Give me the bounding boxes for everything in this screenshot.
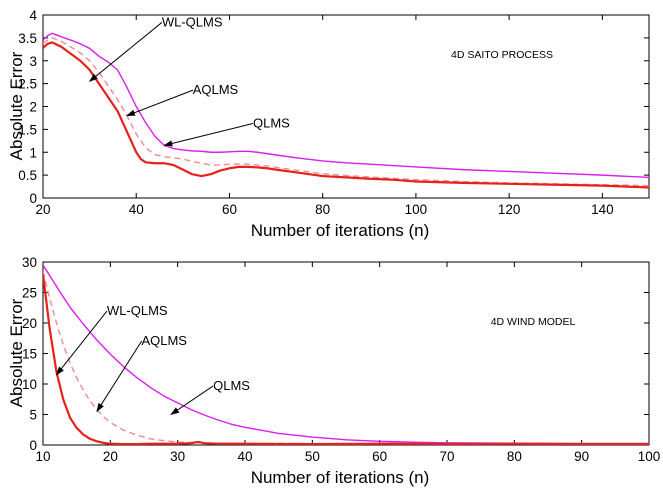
series-line-aqlms xyxy=(43,37,649,187)
annotation-arrow xyxy=(55,310,108,376)
series-line-wl-qlms xyxy=(43,41,649,189)
x-tick-label: 90 xyxy=(574,449,589,464)
x-tick-label: 70 xyxy=(439,449,454,464)
x-axis-title: Number of iterations (n) xyxy=(251,468,430,487)
annotation-arrow xyxy=(170,385,214,416)
annotation-label: QLMS xyxy=(213,378,250,393)
x-tick-label: 80 xyxy=(507,449,522,464)
y-tick-label: 1.5 xyxy=(18,122,37,137)
process-label: 4D SAITO PROCESS xyxy=(451,49,553,61)
annotation-label: WL-QLMS xyxy=(162,14,223,29)
x-tick-label: 60 xyxy=(372,449,387,464)
wind-model-chart: 10 20 30 40 50 60 70 80 90 100 0 5 10 15 20 25 30 Number … xyxy=(7,255,660,487)
x-tick-label: 140 xyxy=(591,202,614,217)
annotation-label: WL-QLMS xyxy=(107,303,168,318)
y-tick-label: 10 xyxy=(22,377,37,392)
annotation-label: AQLMS xyxy=(141,333,187,348)
x-tick-label: 60 xyxy=(222,202,237,217)
series-line-aqlms xyxy=(43,270,649,445)
y-tick-label: 3 xyxy=(29,54,37,69)
y-axis-title: Absolute Error xyxy=(7,298,26,407)
x-tick-label: 100 xyxy=(638,449,661,464)
y-tick-label: 0 xyxy=(29,438,37,453)
y-tick-label: 2 xyxy=(29,100,37,115)
y-tick-label: 4 xyxy=(29,8,37,23)
x-axis-title: Number of iterations (n) xyxy=(251,221,430,240)
plot-frame xyxy=(42,14,650,199)
annotation-arrow xyxy=(163,123,253,147)
annotation-arrow xyxy=(96,340,143,413)
x-tick-label: 50 xyxy=(305,449,320,464)
x-tick-label: 20 xyxy=(103,449,118,464)
series-line-qlms xyxy=(43,264,649,445)
y-tick-label: 20 xyxy=(22,316,37,331)
y-tick-label: 0.5 xyxy=(18,168,37,183)
x-tick-label: 30 xyxy=(170,449,185,464)
saito-process-chart: 20 40 60 80 100 120 140 0 0.5 1 1.5 2 2.5 3 3.5 4 Number… xyxy=(7,8,650,240)
y-tick-label: 5 xyxy=(29,408,37,423)
x-tick-label: 100 xyxy=(405,202,428,217)
y-tick-label: 30 xyxy=(22,255,37,270)
annotation-label: AQLMS xyxy=(193,82,239,97)
x-tick-label: 10 xyxy=(35,449,50,464)
process-label: 4D WIND MODEL xyxy=(491,316,576,328)
y-tick-label: 3.5 xyxy=(18,31,37,46)
annotation-arrow xyxy=(126,89,194,117)
y-tick-label: 0 xyxy=(29,191,37,206)
annotation-arrow xyxy=(88,22,163,82)
y-tick-label: 15 xyxy=(22,347,37,362)
x-tick-label: 120 xyxy=(498,202,521,217)
y-tick-label: 1 xyxy=(29,145,37,160)
series-group xyxy=(43,32,649,189)
x-tick-label: 40 xyxy=(237,449,252,464)
series-group xyxy=(43,264,649,445)
series-line-wl-qlms xyxy=(43,274,649,445)
x-tick-label: 80 xyxy=(315,202,330,217)
annotation-label: QLMS xyxy=(253,116,290,131)
x-tick-label: 40 xyxy=(129,202,144,217)
y-tick-label: 25 xyxy=(22,286,37,301)
y-tick-label: 2.5 xyxy=(18,77,37,92)
series-line-qlms xyxy=(43,32,649,179)
x-tick-label: 20 xyxy=(35,202,50,217)
y-axis-title: Absolute Error xyxy=(7,51,26,160)
